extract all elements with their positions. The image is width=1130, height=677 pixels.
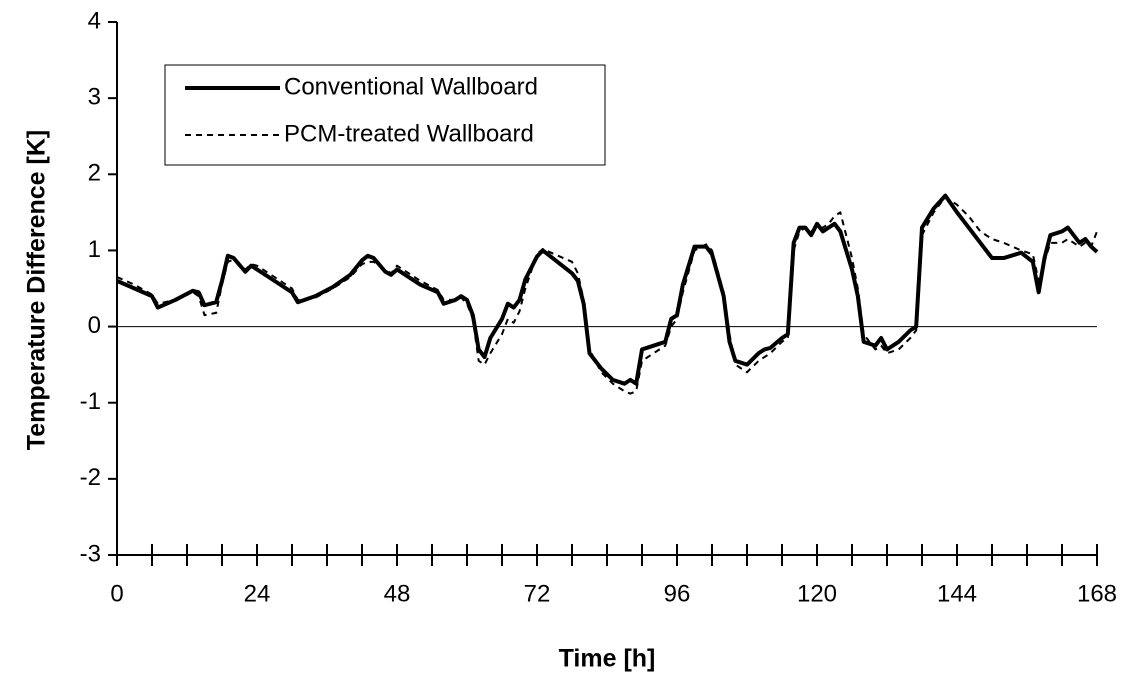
y-tick-label: 2 [88,160,101,187]
y-tick-label: 4 [88,7,101,34]
data-line [116,196,1098,395]
y-tick-label: -3 [80,540,101,567]
x-axis-label: Time [h] [559,645,656,673]
x-tick-label: 72 [524,580,551,607]
y-tick-label: -2 [80,464,101,491]
x-tick-label: 144 [937,580,977,607]
x-tick-label: 0 [110,580,123,607]
legend-label: Conventional Wallboard [284,73,538,100]
y-tick-label: -1 [80,388,101,415]
x-tick-label: 120 [797,580,837,607]
y-tick-label: 3 [88,83,101,110]
x-tick-label: 168 [1077,580,1117,607]
y-tick-label: 0 [88,312,101,339]
legend-label: PCM-treated Wallboard [284,120,534,147]
x-tick-label: 48 [384,580,411,607]
y-tick-label: 1 [88,236,101,263]
x-tick-label: 96 [664,580,691,607]
legend-box [164,64,606,166]
y-axis-label: Temperature Difference [K] [23,130,51,450]
x-tick-label: 24 [244,580,271,607]
data-line [116,193,1099,386]
